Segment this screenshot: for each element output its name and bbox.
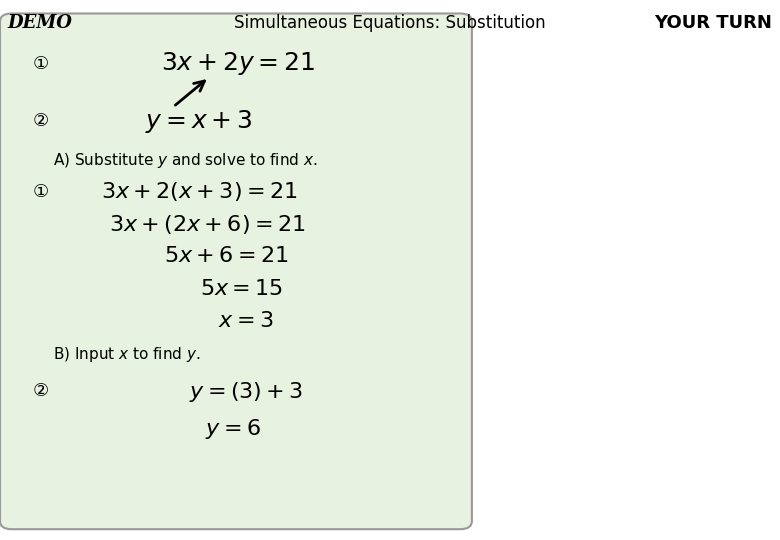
Text: ①: ①: [33, 183, 48, 201]
Text: ②: ②: [33, 382, 48, 401]
Text: DEMO: DEMO: [8, 14, 73, 31]
Text: $y = x + 3$: $y = x + 3$: [145, 108, 253, 135]
Text: ②: ②: [33, 112, 48, 131]
Text: $x = 3$: $x = 3$: [218, 311, 274, 332]
Text: $5x + 6 = 21$: $5x + 6 = 21$: [164, 246, 289, 267]
Text: $3x + 2(x + 3) = 21$: $3x + 2(x + 3) = 21$: [101, 180, 297, 203]
Text: B) Input $x$ to find $y$.: B) Input $x$ to find $y$.: [53, 345, 200, 364]
Text: $y = 6$: $y = 6$: [204, 417, 261, 441]
Text: A) Substitute $y$ and solve to find $x$.: A) Substitute $y$ and solve to find $x$.: [53, 151, 317, 170]
Text: $5x = 15$: $5x = 15$: [200, 279, 283, 299]
Text: ①: ①: [33, 55, 48, 73]
FancyBboxPatch shape: [0, 14, 472, 529]
Text: $3x + 2y = 21$: $3x + 2y = 21$: [161, 50, 315, 77]
Text: YOUR TURN: YOUR TURN: [654, 14, 772, 31]
Text: $y = (3) + 3$: $y = (3) + 3$: [189, 380, 303, 403]
Text: Simultaneous Equations: Substitution: Simultaneous Equations: Substitution: [234, 14, 546, 31]
Text: $3x + (2x + 6) = 21$: $3x + (2x + 6) = 21$: [108, 213, 305, 235]
